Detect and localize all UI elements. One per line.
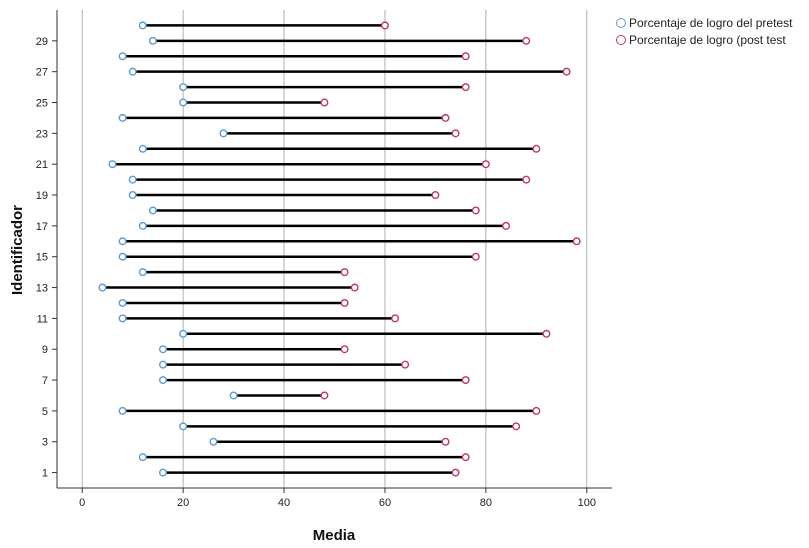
dumbbell-lines [102,24,577,474]
y-tick-label-23: 23 [36,128,48,140]
y-tick-label-7: 7 [42,375,48,387]
pretest-point-13 [98,283,107,292]
pretest-point-11 [118,314,127,323]
y-tick-label-13: 13 [36,283,48,295]
y-tick-label-9: 9 [42,344,48,356]
grid-lines [81,10,588,488]
x-tick-label-100: 100 [578,497,596,509]
y-tick-label-15: 15 [36,252,48,264]
legend-item-pretest: Porcentaje de logro del pretest [616,14,792,31]
x-tick-label-80: 80 [480,497,492,509]
posttest-point-9 [340,345,349,354]
y-tick-label-11: 11 [37,313,48,325]
posttest-point-18 [471,206,480,215]
x-tick-label-0: 0 [79,497,85,509]
legend: Porcentaje de logro del pretest Porcenta… [616,14,792,48]
pretest-point-18 [148,206,157,215]
posttest-point-25 [320,98,329,107]
pretest-point-27 [128,67,137,76]
y-tick-label-21: 21 [36,159,48,171]
pretest-point-2 [138,453,147,462]
pretest-point-17 [138,221,147,230]
posttest-point-27 [562,67,571,76]
x-tick-label-20: 20 [177,497,189,509]
x-axis-title: Media [313,527,356,544]
pretest-point-9 [158,345,167,354]
pretest-point-1 [158,468,167,477]
pretest-point-29 [148,36,157,45]
pretest-point-12 [118,298,127,307]
pretest-point-21 [108,160,117,169]
posttest-point-14 [340,268,349,277]
posttest-point-28 [461,52,470,61]
pretest-point-10 [179,329,188,338]
y-tick-label-25: 25 [36,98,48,110]
pretest-point-5 [118,406,127,415]
x-ticks: 0 20 40 60 80 100 [79,488,596,509]
y-axis-title: Identificador [9,205,26,295]
y-tick-label-27: 27 [36,67,48,79]
axes [56,10,612,489]
pretest-point-22 [138,144,147,153]
legend-marker-posttest-icon [616,34,626,45]
y-tick-label-1: 1 [42,468,48,480]
posttest-point-2 [461,453,470,462]
posttest-point-13 [350,283,359,292]
y-tick-label-5: 5 [42,406,48,418]
posttest-point-1 [451,468,460,477]
x-tick-label-40: 40 [278,497,290,509]
posttest-point-11 [391,314,400,323]
pretest-point-15 [118,252,127,261]
pretest-point-23 [219,129,228,138]
dumbbell-points [98,21,581,477]
pretest-point-24 [118,113,127,122]
pretest-point-16 [118,237,127,246]
posttest-point-22 [532,144,541,153]
pretest-point-7 [158,376,167,385]
posttest-point-6 [320,391,329,400]
posttest-point-30 [380,21,389,30]
posttest-point-21 [481,160,490,169]
x-tick-label-60: 60 [379,497,391,509]
posttest-point-23 [451,129,460,138]
pretest-point-4 [179,422,188,431]
pretest-point-14 [138,268,147,277]
posttest-point-19 [431,191,440,200]
posttest-point-24 [441,113,450,122]
posttest-point-15 [471,252,480,261]
posttest-point-29 [522,36,531,45]
legend-label-posttest: Porcentaje de logro (post test [629,32,786,47]
pretest-point-30 [138,21,147,30]
y-tick-label-3: 3 [42,437,48,449]
legend-marker-pretest-icon [616,17,626,28]
posttest-point-12 [340,298,349,307]
posttest-point-3 [441,437,450,446]
pretest-point-28 [118,52,127,61]
y-tick-label-29: 29 [36,36,48,48]
posttest-point-5 [532,406,541,415]
posttest-point-26 [461,83,470,92]
pretest-point-25 [179,98,188,107]
posttest-point-7 [461,376,470,385]
pretest-point-6 [229,391,238,400]
y-tick-label-19: 19 [36,190,48,202]
posttest-point-16 [572,237,581,246]
pretest-point-8 [158,360,167,369]
posttest-point-8 [401,360,410,369]
y-tick-label-17: 17 [36,221,48,233]
pretest-point-3 [209,437,218,446]
posttest-point-10 [542,329,551,338]
legend-item-posttest: Porcentaje de logro (post test [616,31,792,48]
posttest-point-17 [502,221,511,230]
posttest-point-20 [522,175,531,184]
legend-label-pretest: Porcentaje de logro del pretest [629,15,793,30]
pretest-point-26 [179,83,188,92]
pretest-point-20 [128,175,137,184]
posttest-point-4 [512,422,521,431]
pretest-point-19 [128,191,137,200]
